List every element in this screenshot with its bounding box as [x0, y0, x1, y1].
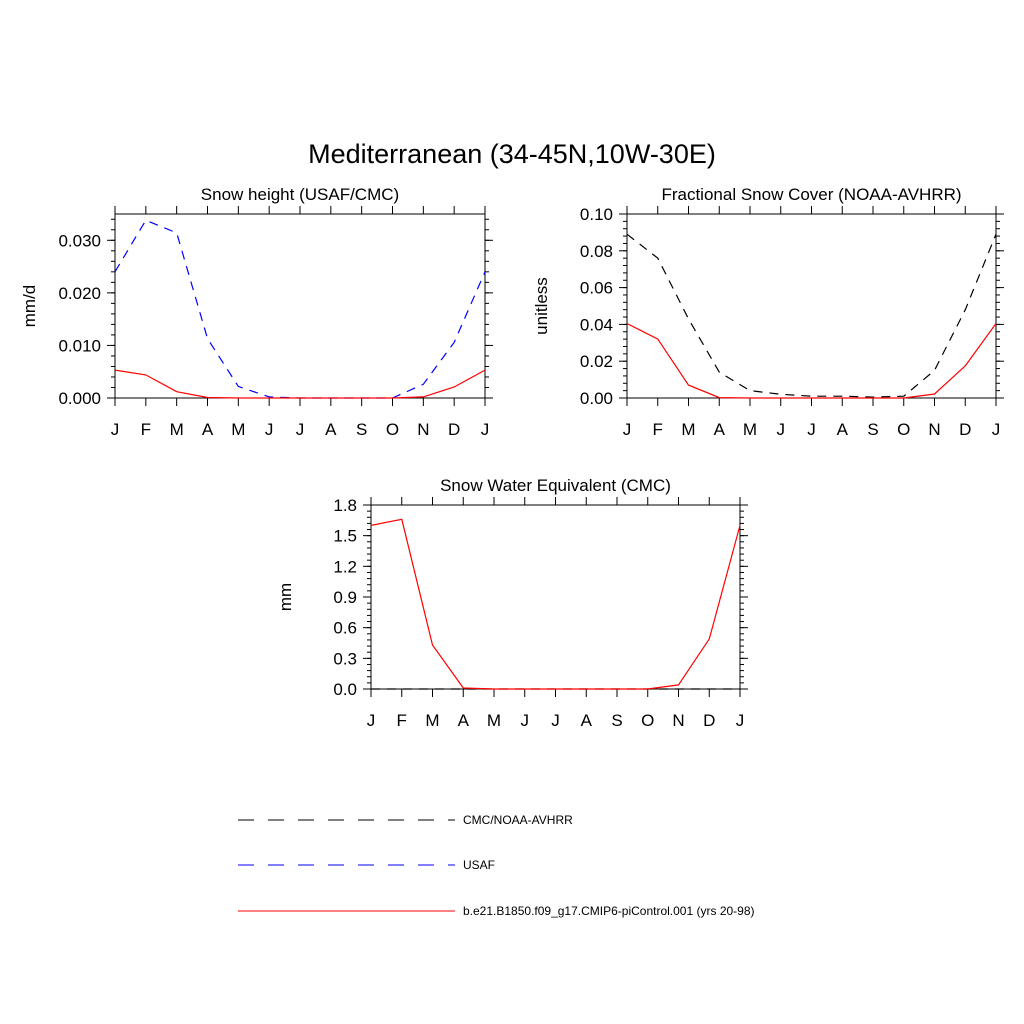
x-tick-label: J: [777, 420, 786, 439]
x-tick-label: S: [356, 420, 367, 439]
x-tick-label: N: [417, 420, 429, 439]
y-tick-label: 0.010: [58, 336, 101, 355]
plot-frame: [626, 213, 997, 399]
y-tick-label: 0.06: [580, 279, 613, 298]
x-tick-label: N: [928, 420, 940, 439]
legend-label: CMC/NOAA-AVHRR: [463, 813, 573, 827]
x-tick-label: J: [551, 711, 560, 730]
series-line: [626, 233, 997, 398]
y-tick-label: 0.6: [333, 619, 357, 638]
x-tick-label: O: [641, 711, 654, 730]
y-axis-label: mm/d: [20, 285, 39, 328]
plot-frame: [370, 504, 741, 690]
x-tick-label: J: [807, 420, 816, 439]
x-tick-label: D: [703, 711, 715, 730]
x-tick-label: M: [743, 420, 757, 439]
chart-panels: Snow height (USAF/CMC)mm/dJ F M A M J J A S O N D J0…: [20, 185, 1004, 730]
x-tick-label: A: [581, 711, 593, 730]
legend: CMC/NOAA-AVHRR USAF b.e21.B1850.f09_g17.CM…: [238, 813, 755, 918]
x-tick-label: J: [367, 711, 376, 730]
chart-panel-2: Fractional Snow Cover (NOAA-AVHRR) unitle…: [532, 185, 1004, 439]
legend-item: b.e21.B1850.f09_g17.CMIP6-piControl.001 …: [238, 904, 755, 918]
panel-title: Snow Water Equivalent (CMC): [440, 476, 671, 495]
x-tick-label: O: [386, 420, 399, 439]
y-tick-label: 0.020: [58, 284, 101, 303]
y-tick-label: 1.8: [333, 496, 357, 515]
figure-title: Mediterranean (34-45N,10W-30E): [308, 139, 716, 169]
x-tick-label: S: [867, 420, 878, 439]
x-tick-label: M: [170, 420, 184, 439]
x-tick-label: N: [672, 711, 684, 730]
y-tick-label: 0.3: [333, 649, 357, 668]
x-tick-label: J: [736, 711, 745, 730]
y-tick-label: 0.030: [58, 231, 101, 250]
y-axis-label: mm: [276, 583, 295, 611]
x-tick-label: J: [265, 420, 274, 439]
y-tick-label: 0.02: [580, 352, 613, 371]
y-axis-label: unitless: [532, 277, 551, 335]
x-tick-label: M: [425, 711, 439, 730]
x-tick-label: J: [992, 420, 1001, 439]
x-tick-label: D: [448, 420, 460, 439]
legend-item: CMC/NOAA-AVHRR: [238, 813, 573, 827]
y-tick-label: 0.9: [333, 588, 357, 607]
x-tick-label: F: [653, 420, 663, 439]
series-line: [626, 322, 997, 399]
x-tick-label: J: [481, 420, 490, 439]
x-tick-label: M: [231, 420, 245, 439]
x-tick-label: F: [397, 711, 407, 730]
y-tick-label: 0.000: [58, 389, 101, 408]
x-tick-label: M: [487, 711, 501, 730]
chart-panel-1: Snow height (USAF/CMC)mm/dJ F M A M J J A S O N D J0…: [20, 185, 493, 439]
plot-frame: [114, 213, 486, 399]
y-tick-label: 1.2: [333, 557, 357, 576]
legend-label: USAF: [463, 858, 495, 872]
x-tick-label: J: [296, 420, 305, 439]
series-line: [114, 219, 486, 399]
chart-panel-3: Snow Water Equivalent (CMC)mmJ F M A M J J A S O N…: [276, 476, 748, 730]
x-tick-label: A: [837, 420, 849, 439]
y-tick-label: 0.00: [580, 389, 613, 408]
x-tick-label: A: [458, 711, 470, 730]
panel-title: Snow height (USAF/CMC): [201, 185, 399, 204]
x-tick-label: J: [111, 420, 120, 439]
x-tick-label: M: [681, 420, 695, 439]
panel-title: Fractional Snow Cover (NOAA-AVHRR): [661, 185, 961, 204]
legend-label: b.e21.B1850.f09_g17.CMIP6-piControl.001 …: [463, 904, 755, 918]
series-line: [370, 518, 741, 690]
series-line: [114, 369, 486, 399]
x-tick-label: J: [521, 711, 530, 730]
x-tick-label: S: [611, 711, 622, 730]
legend-item: USAF: [238, 858, 495, 872]
x-tick-label: J: [623, 420, 632, 439]
x-tick-label: D: [959, 420, 971, 439]
y-tick-label: 0.10: [580, 205, 613, 224]
y-tick-label: 0.0: [333, 680, 357, 699]
x-tick-label: F: [141, 420, 151, 439]
x-tick-label: O: [897, 420, 910, 439]
x-tick-label: A: [714, 420, 726, 439]
x-tick-label: A: [325, 420, 337, 439]
y-tick-label: 1.5: [333, 527, 357, 546]
x-tick-label: A: [202, 420, 214, 439]
y-tick-label: 0.08: [580, 242, 613, 261]
y-tick-label: 0.04: [580, 315, 613, 334]
